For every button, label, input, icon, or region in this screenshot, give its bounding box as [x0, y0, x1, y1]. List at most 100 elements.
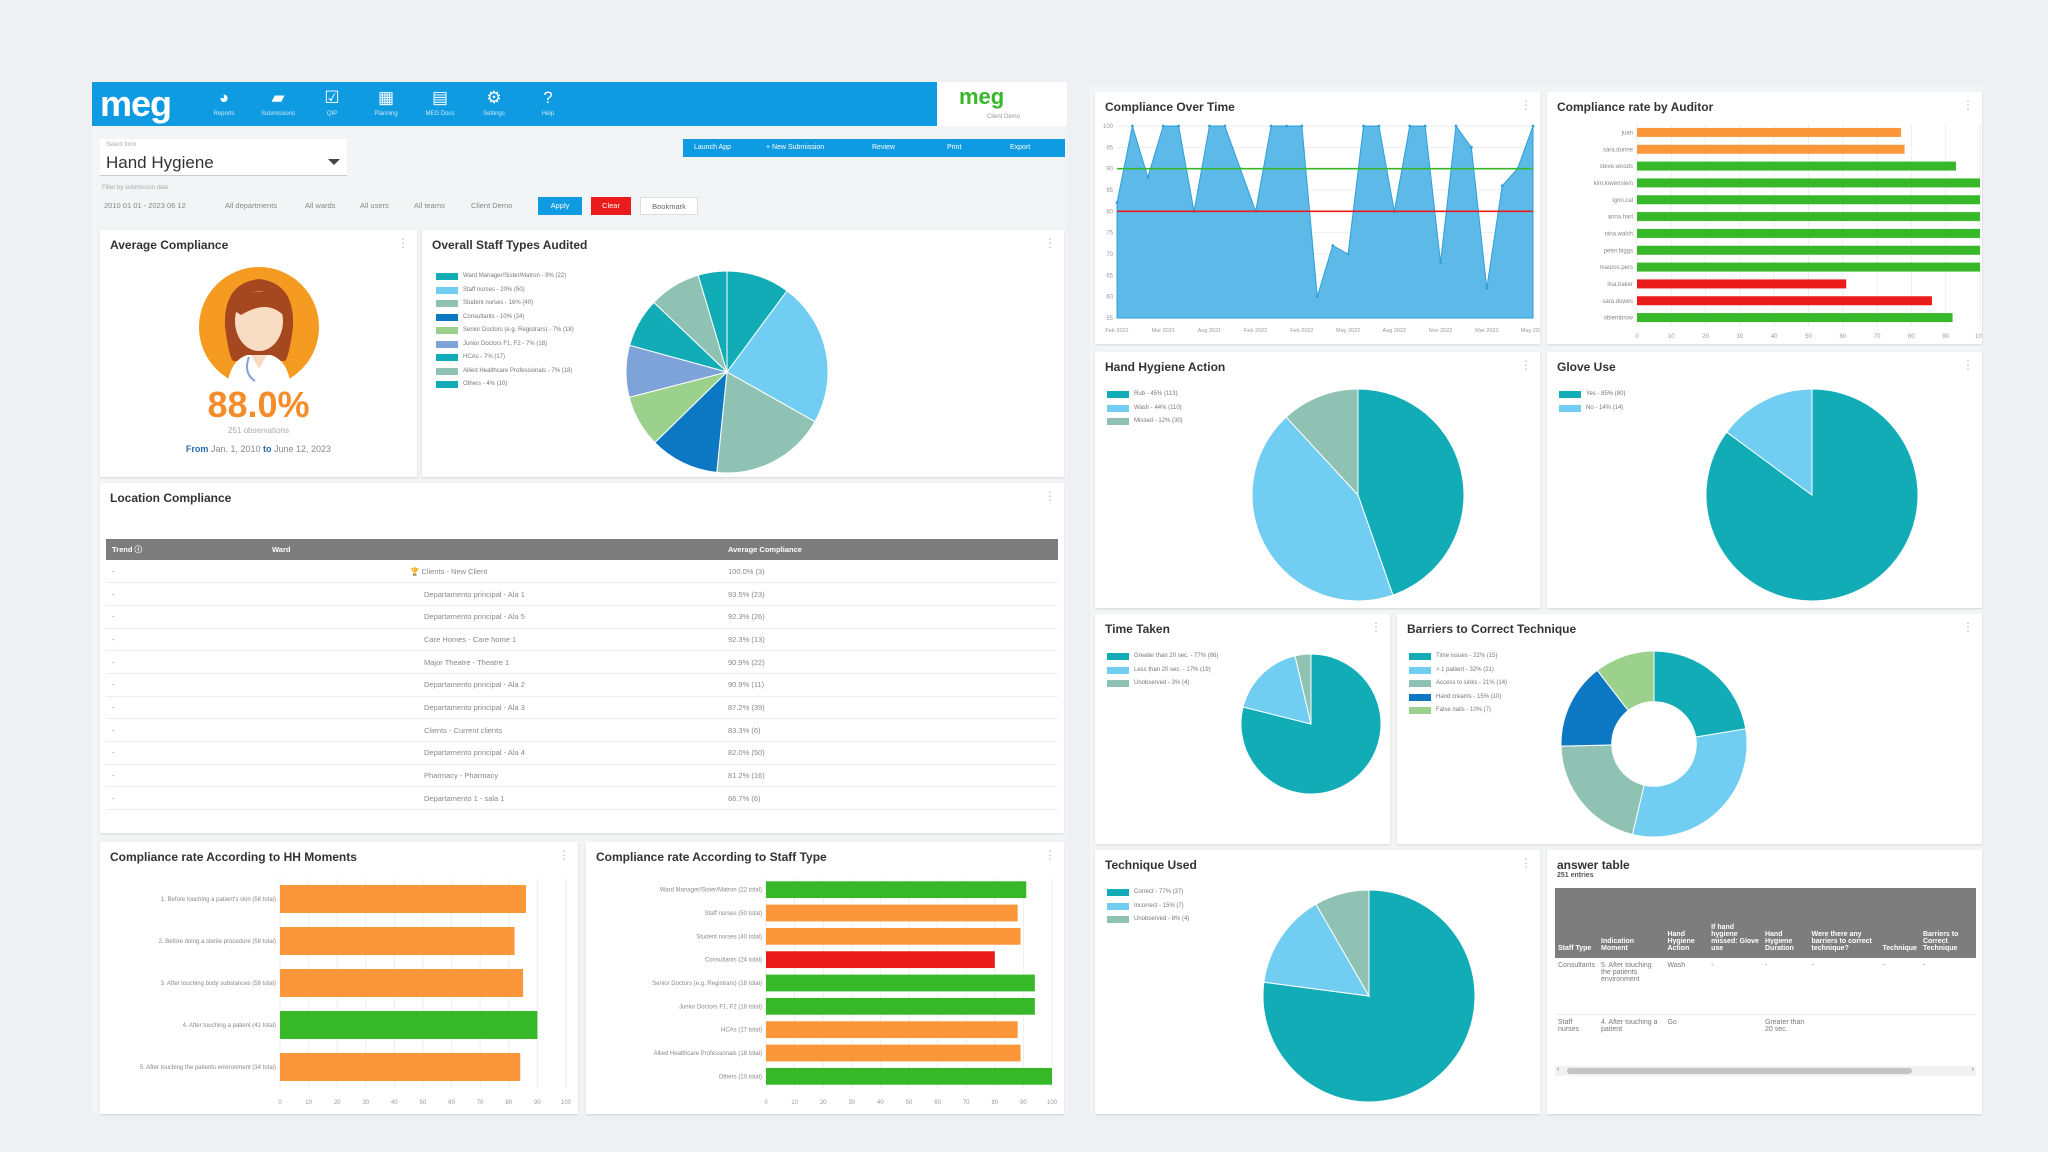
data-point[interactable] — [1408, 124, 1412, 128]
legend-item[interactable]: Rub - 45% (113) — [1107, 388, 1183, 402]
apply-button[interactable]: Apply — [538, 197, 582, 215]
bar-consultants-24-total[interactable] — [766, 951, 995, 969]
pie-slice-missed[interactable] — [1285, 388, 1359, 497]
legend-item[interactable]: Ward Manager/Sister/Matron - 9% (22) — [436, 270, 574, 284]
table-row[interactable]: - Departamento principal - Ala 5 92.3% (26… — [106, 605, 1058, 629]
card-menu-icon[interactable]: ⋮ — [397, 236, 409, 250]
bar-nina-walsh[interactable] — [1637, 228, 1980, 238]
data-point[interactable] — [1300, 124, 1304, 128]
review-button[interactable]: Review — [866, 139, 901, 157]
chevron-down-icon[interactable] — [328, 159, 340, 165]
legend-item[interactable]: Staff nurses - 20% (50) — [436, 284, 574, 298]
legend-item[interactable]: Hand creams - 15% (10) — [1409, 691, 1507, 705]
legend-item[interactable]: Student nurses - 16% (40) — [436, 297, 574, 311]
data-point[interactable] — [1315, 295, 1319, 299]
card-menu-icon[interactable]: ⋮ — [1370, 620, 1382, 634]
data-point[interactable] — [1485, 286, 1489, 290]
table-row[interactable]: - Care Homes - Care home 1 92.3% (13) — [106, 628, 1058, 652]
table-row[interactable]: - Major Theatre - Theatre 1 90.9% (22) — [106, 650, 1058, 674]
trend-header[interactable]: Trend ⓘ — [106, 539, 266, 560]
pie-slice-no[interactable] — [1725, 388, 1813, 496]
card-menu-icon[interactable]: ⋮ — [1044, 848, 1056, 862]
data-point[interactable] — [1269, 124, 1273, 128]
bar-lisa-baker[interactable] — [1637, 279, 1847, 289]
answer-header-barriers-to-correct-technique[interactable]: Barriers to Correct Technique — [1919, 888, 1976, 958]
form-selector[interactable]: Select form Hand Hygiene — [100, 139, 347, 176]
legend-item[interactable]: Consultants - 10% (24) — [436, 311, 574, 325]
nav-item-help[interactable]: ? Help — [524, 88, 572, 117]
bar-student-nurses-40-total[interactable] — [766, 927, 1021, 945]
clear-button[interactable]: Clear — [591, 197, 631, 215]
pie-slice-rub[interactable] — [1357, 388, 1465, 596]
card-menu-icon[interactable]: ⋮ — [1520, 358, 1532, 372]
nav-item-reports[interactable]: ◕ Reports — [200, 88, 248, 117]
launch-app-button[interactable]: Launch App — [688, 139, 737, 157]
card-menu-icon[interactable]: ⋮ — [1962, 358, 1974, 372]
bar-3-after-touching-body-su[interactable] — [280, 969, 524, 997]
legend-item[interactable]: Junior Doctors F1, F2 - 7% (18) — [436, 338, 574, 352]
nav-item-submissions[interactable]: ▰ Submissions — [254, 88, 302, 117]
data-point[interactable] — [1161, 124, 1165, 128]
legend-item[interactable]: Greater than 20 sec. - 77% (86) — [1107, 650, 1218, 664]
user-filter[interactable]: All users — [360, 201, 389, 210]
table-row[interactable]: Staff nurses 4. After touching a patient G… — [1555, 1014, 1976, 1071]
export-button[interactable]: Export — [1004, 139, 1037, 157]
data-point[interactable] — [1115, 201, 1119, 205]
data-point[interactable] — [1362, 124, 1365, 128]
legend-item[interactable]: No - 14% (14) — [1559, 402, 1625, 416]
table-row[interactable]: - 🏆 Clients - New Client 100.0% (3) — [106, 560, 1058, 584]
legend-item[interactable]: Others - 4% (10) — [436, 378, 574, 392]
legend-item[interactable]: Unobserved - 3% (4) — [1107, 677, 1218, 691]
card-menu-icon[interactable]: ⋮ — [1962, 620, 1974, 634]
data-point[interactable] — [1423, 124, 1427, 128]
bar-anna-hart[interactable] — [1637, 212, 1980, 222]
horizontal-scrollbar[interactable]: ‹ › — [1555, 1066, 1976, 1076]
legend-item[interactable]: Incorrect - 15% (7) — [1107, 900, 1189, 914]
answer-header-if-hand-hygiene-missed-glove-u[interactable]: If hand hygiene missed: Glove use — [1708, 888, 1762, 958]
bar-igno-cal[interactable] — [1637, 195, 1980, 205]
pie-slice-wash[interactable] — [1251, 416, 1394, 602]
data-point[interactable] — [1454, 124, 1458, 128]
data-point[interactable] — [1346, 252, 1350, 256]
team-filter[interactable]: All teams — [414, 201, 445, 210]
table-row[interactable]: - Clients - Current clients 83.3% (6) — [106, 718, 1058, 742]
legend-item[interactable]: False nails - 10% (7) — [1409, 704, 1507, 718]
bar-staff-nurses-50-total[interactable] — [766, 904, 1018, 922]
nav-item-meg-docs[interactable]: ▤ MEG Docs — [416, 88, 464, 117]
meg-logo[interactable]: meg — [100, 83, 172, 124]
pie-slice-yes[interactable] — [1705, 388, 1919, 602]
table-row[interactable]: - Departamento principal - Ala 1 93.5% (23… — [106, 582, 1058, 606]
card-menu-icon[interactable]: ⋮ — [558, 848, 570, 862]
table-row[interactable]: - Departamento principal - Ala 4 82.0% (50… — [106, 741, 1058, 765]
bar-4-after-touching-a-patie[interactable] — [280, 1011, 538, 1039]
answer-header-were-there-any-barriers-to-cor[interactable]: Were there any barriers to correct techn… — [1808, 888, 1880, 958]
bar-ward-manager-sister-matr[interactable] — [766, 881, 1027, 899]
data-point[interactable] — [1439, 261, 1442, 264]
compliance-area[interactable] — [1116, 124, 1534, 319]
bar-obiembrow[interactable] — [1637, 313, 1953, 323]
table-row[interactable]: - Pharmacy - Pharmacy 81.2% (16) — [106, 764, 1058, 788]
bar-allied-healthcare-profes[interactable] — [766, 1044, 1021, 1062]
legend-item[interactable]: Senior Doctors (e.g. Registrars) - 7% (1… — [436, 324, 574, 338]
bar-juan[interactable] — [1637, 127, 1902, 137]
bar-peter-biggs[interactable] — [1637, 245, 1980, 255]
pie-slice-incorrect[interactable] — [1263, 903, 1370, 997]
data-point[interactable] — [1285, 124, 1288, 128]
data-point[interactable] — [1131, 124, 1134, 128]
answer-header-technique[interactable]: Technique — [1879, 888, 1920, 958]
card-menu-icon[interactable]: ⋮ — [1962, 98, 1974, 112]
table-row[interactable]: - Departamento principal - Ala 2 90.9% (11… — [106, 673, 1058, 697]
legend-item[interactable]: HCAs - 7% (17) — [436, 351, 574, 365]
data-point[interactable] — [1223, 124, 1227, 128]
ward-filter[interactable]: All wards — [305, 201, 336, 210]
bar-junior-doctors-f1-f2-18-[interactable] — [766, 997, 1035, 1015]
bar-hcas-17-total[interactable] — [766, 1021, 1018, 1039]
new-submission-button[interactable]: + New Submission — [760, 139, 831, 157]
legend-item[interactable]: Time issues - 22% (15) — [1409, 650, 1507, 664]
legend-item[interactable]: Access to sinks - 21% (14) — [1409, 677, 1507, 691]
legend-item[interactable]: Yes - 85% (80) — [1559, 388, 1625, 402]
ward-header[interactable]: Ward — [266, 539, 722, 560]
pie-slice-unobserved[interactable] — [1294, 653, 1312, 725]
data-point[interactable] — [1331, 244, 1335, 247]
answer-header-indication-moment[interactable]: Indication Moment — [1598, 888, 1665, 958]
